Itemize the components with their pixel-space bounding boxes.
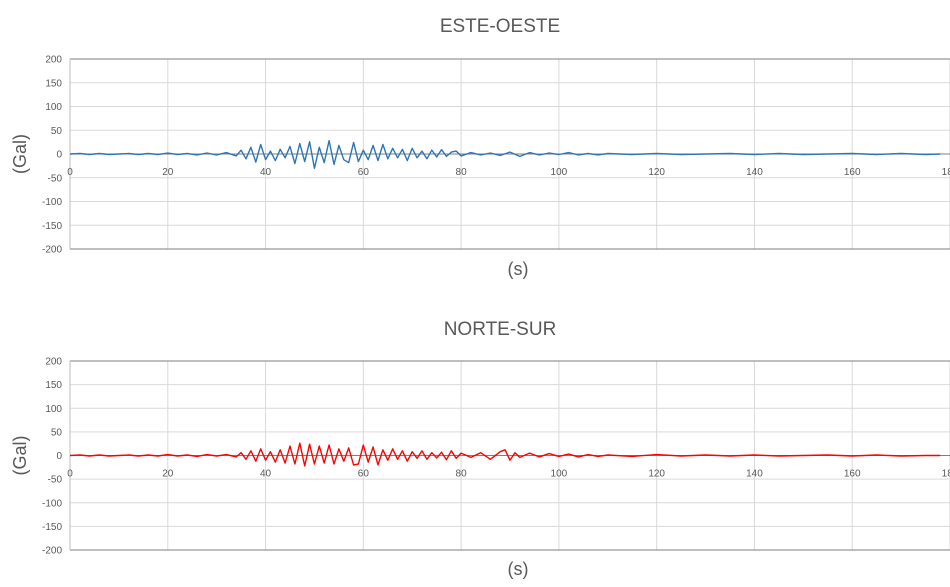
chart-ew-xtick-140: 140 (746, 167, 763, 178)
chart-ew-xtick-100: 100 (551, 167, 568, 178)
chart-ns-ytick-200: 200 (45, 357, 62, 368)
chart-ew-title: ESTE-OESTE (440, 16, 560, 37)
chart-ns-xtick-0: 0 (67, 469, 73, 480)
chart-ew-ytick--100: -100 (42, 197, 62, 208)
chart-ns-xtick-100: 100 (551, 469, 568, 480)
chart-ew-ytick-50: 50 (51, 126, 63, 137)
chart-norte-sur: NORTE-SUR 200 150 100 50 0 -50 -100 -150 -200 0 20 4… (0, 303, 950, 582)
chart-ns-series-line-0 (69, 442, 941, 467)
chart-ew-ytick-100: 100 (45, 102, 62, 113)
chart-ns-ytick-100: 100 (45, 404, 62, 415)
chart-ew-ytick-200: 200 (45, 55, 62, 66)
chart-ew-xlabel: (s) (508, 259, 529, 279)
chart-ew-xtick-180: 180 (942, 167, 950, 178)
chart-este-oeste: ESTE-OESTE 200 150 100 50 0 -50 -100 -150 -200 0 20… (0, 0, 950, 290)
chart-ew-ylabel: (Gal) (10, 134, 30, 174)
chart-ns-ytick-150: 150 (45, 380, 62, 391)
chart-ew-ytick-0: 0 (56, 150, 62, 161)
chart-ew-xtick-80: 80 (456, 167, 468, 178)
chart-ns-xtick-20: 20 (162, 469, 174, 480)
chart-ew-ytick--50: -50 (48, 173, 63, 184)
chart-ns-xtick-140: 140 (746, 469, 763, 480)
chart-ew-ytick--150: -150 (42, 221, 62, 232)
chart-ns-ytick-50: 50 (51, 427, 63, 438)
chart-ns-xlabel: (s) (508, 559, 529, 579)
chart-este-oeste-svg: ESTE-OESTE 200 150 100 50 0 -50 -100 -150 -200 0 20… (10, 16, 950, 279)
chart-ns-xtick-40: 40 (260, 469, 272, 480)
chart-ew-xtick-160: 160 (844, 167, 861, 178)
chart-ew-xtick-120: 120 (648, 167, 665, 178)
chart-ew-xtick-40: 40 (260, 167, 272, 178)
chart-ns-title: NORTE-SUR (444, 319, 557, 340)
chart-ns-ytick--150: -150 (42, 522, 62, 533)
chart-ns-ytick--100: -100 (42, 498, 62, 509)
chart-ns-xtick-120: 120 (648, 469, 665, 480)
chart-ew-xtick-60: 60 (358, 167, 370, 178)
chart-ns-xtick-180: 180 (942, 469, 950, 480)
chart-ns-ytick--50: -50 (48, 475, 63, 486)
chart-ns-ytick--200: -200 (42, 546, 62, 557)
chart-ns-ylabel: (Gal) (10, 436, 30, 476)
chart-ns-xtick-160: 160 (844, 469, 861, 480)
chart-ns-xtick-80: 80 (456, 469, 468, 480)
chart-ew-series-line-0 (69, 139, 941, 170)
chart-ew-ytick-150: 150 (45, 78, 62, 89)
chart-ns-xtick-60: 60 (358, 469, 370, 480)
chart-ew-xtick-20: 20 (162, 167, 174, 178)
chart-norte-sur-svg: NORTE-SUR 200 150 100 50 0 -50 -100 -150 -200 0 20 4… (10, 319, 950, 579)
chart-ew-ytick--200: -200 (42, 245, 62, 256)
chart-ns-ytick-0: 0 (56, 451, 62, 462)
chart-ew-xtick-0: 0 (67, 167, 73, 178)
